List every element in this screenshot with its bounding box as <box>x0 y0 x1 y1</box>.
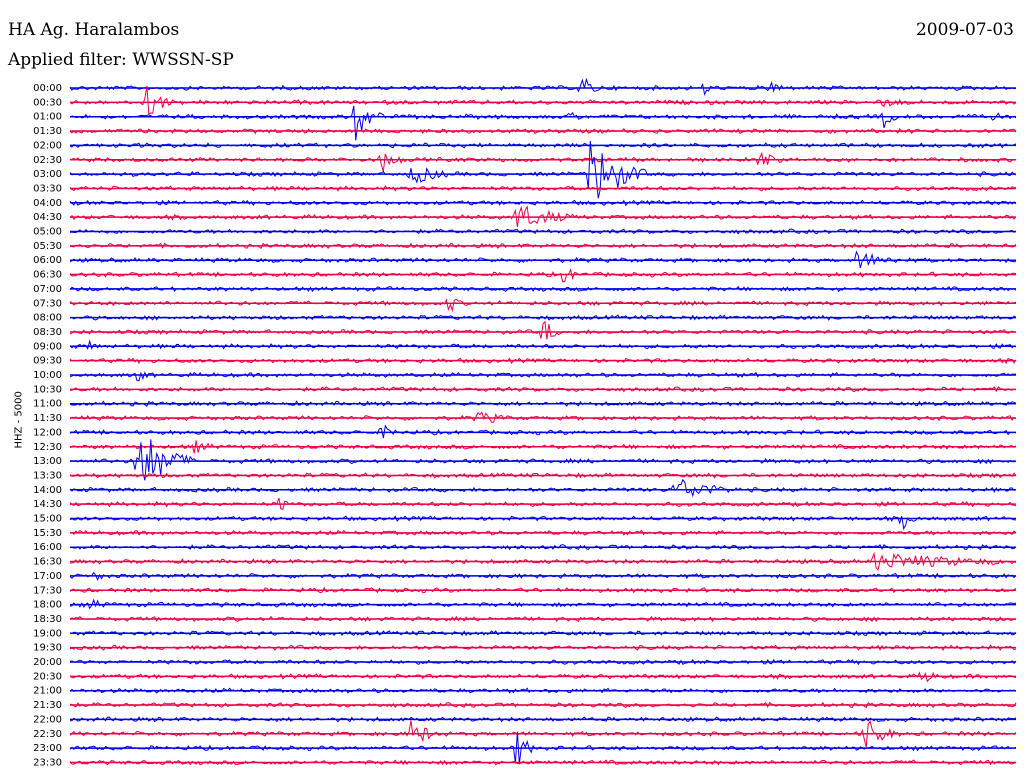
time-tick-label: 09:00 <box>33 341 62 352</box>
seismic-trace <box>69 630 1017 637</box>
time-tick-label: 12:00 <box>33 427 62 438</box>
seismic-trace <box>69 105 1017 141</box>
time-tick-label: 06:00 <box>33 255 62 266</box>
time-tick-label: 23:30 <box>33 757 62 768</box>
time-tick-label: 16:00 <box>33 542 62 553</box>
time-tick-label: 18:00 <box>33 600 62 611</box>
seismic-trace <box>69 268 1017 283</box>
record-date: 2009-07-03 <box>915 20 1014 40</box>
seismic-trace <box>69 77 1017 97</box>
time-tick-label: 00:00 <box>33 83 62 94</box>
time-tick-label: 12:30 <box>33 442 62 453</box>
time-tick-label: 19:00 <box>33 628 62 639</box>
seismic-trace <box>69 551 1017 571</box>
seismic-trace <box>69 85 1017 115</box>
seismic-trace <box>69 400 1017 407</box>
time-tick-label: 05:00 <box>33 227 62 238</box>
time-tick-label: 03:00 <box>33 169 62 180</box>
time-tick-label: 08:30 <box>33 327 62 338</box>
seismic-trace <box>69 151 1017 172</box>
station-title: HA Ag. Haralambos <box>8 20 180 40</box>
time-tick-label: 20:30 <box>33 671 62 682</box>
time-tick-label: 19:30 <box>33 643 62 654</box>
time-tick-label: 02:30 <box>33 155 62 166</box>
time-tick-label: 23:00 <box>33 743 62 754</box>
time-tick-label: 16:30 <box>33 557 62 568</box>
time-tick-label: 17:30 <box>33 585 62 596</box>
time-tick-label: 20:00 <box>33 657 62 668</box>
time-tick-label: 13:30 <box>33 470 62 481</box>
seismic-trace <box>69 658 1017 666</box>
time-tick-label: 22:30 <box>33 729 62 740</box>
time-tick-label: 09:30 <box>33 356 62 367</box>
time-tick-label: 03:30 <box>33 183 62 194</box>
time-tick-label: 01:00 <box>33 112 62 123</box>
time-tick-label: 21:00 <box>33 686 62 697</box>
time-tick-label: 07:30 <box>33 298 62 309</box>
seismic-trace <box>69 571 1017 581</box>
time-tick-label: 02:00 <box>33 140 62 151</box>
time-tick-label: 14:00 <box>33 485 62 496</box>
time-tick-label: 04:00 <box>33 198 62 209</box>
time-tick-label: 13:00 <box>33 456 62 467</box>
time-tick-label: 05:30 <box>33 241 62 252</box>
time-tick-label: 08:00 <box>33 313 62 324</box>
time-tick-label: 11:00 <box>33 399 62 410</box>
time-tick-label: 21:30 <box>33 700 62 711</box>
time-tick-label: 01:30 <box>33 126 62 137</box>
seismic-trace <box>69 478 1017 498</box>
seismic-trace <box>69 339 1017 350</box>
time-tick-label: 18:30 <box>33 614 62 625</box>
seismic-trace <box>69 298 1017 313</box>
time-tick-label: 11:30 <box>33 413 62 424</box>
seismic-trace <box>69 320 1017 340</box>
time-tick-label: 15:30 <box>33 528 62 539</box>
time-tick-label: 00:30 <box>33 97 62 108</box>
time-tick-label: 17:00 <box>33 571 62 582</box>
time-tick-label: 06:30 <box>33 270 62 281</box>
time-tick-label: 04:30 <box>33 212 62 223</box>
time-tick-label: 10:30 <box>33 384 62 395</box>
time-tick-label: 10:00 <box>33 370 62 381</box>
time-tick-label: 14:30 <box>33 499 62 510</box>
filter-label: Applied filter: WWSSN-SP <box>8 50 234 70</box>
time-tick-label: 15:00 <box>33 514 62 525</box>
time-tick-label: 07:00 <box>33 284 62 295</box>
seismic-trace <box>69 357 1017 365</box>
seismic-trace <box>69 371 1016 382</box>
time-tick-label: 22:00 <box>33 714 62 725</box>
